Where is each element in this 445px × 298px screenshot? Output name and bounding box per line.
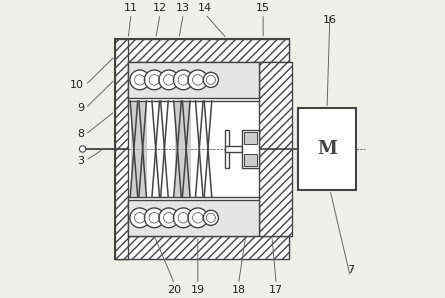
Circle shape — [144, 70, 164, 90]
Text: 9: 9 — [77, 103, 84, 113]
Bar — [131, 101, 147, 197]
Text: M: M — [317, 140, 337, 158]
Circle shape — [203, 210, 218, 225]
Bar — [128, 62, 259, 98]
Bar — [259, 62, 292, 236]
Circle shape — [159, 208, 178, 228]
Bar — [242, 130, 259, 168]
Bar — [226, 130, 229, 168]
Bar — [115, 236, 289, 259]
Text: 16: 16 — [323, 15, 337, 25]
Circle shape — [130, 70, 150, 90]
Text: 19: 19 — [191, 285, 205, 296]
Text: 3: 3 — [77, 156, 84, 166]
Text: 13: 13 — [176, 2, 190, 13]
Text: 11: 11 — [124, 2, 138, 13]
Text: 12: 12 — [153, 2, 167, 13]
Circle shape — [188, 70, 208, 90]
Bar — [174, 101, 190, 197]
Bar — [115, 39, 289, 259]
Circle shape — [203, 72, 218, 87]
Text: 15: 15 — [256, 2, 270, 13]
Circle shape — [174, 70, 193, 90]
Bar — [244, 154, 257, 166]
Circle shape — [130, 208, 150, 228]
Bar — [244, 132, 257, 144]
Text: 7: 7 — [347, 265, 354, 275]
Circle shape — [159, 70, 178, 90]
Bar — [115, 39, 128, 259]
Circle shape — [188, 208, 208, 228]
Circle shape — [79, 146, 86, 152]
Text: 18: 18 — [231, 285, 246, 296]
Text: 8: 8 — [77, 130, 84, 139]
Bar — [298, 108, 356, 190]
Bar — [115, 39, 289, 62]
Bar — [225, 145, 242, 153]
Text: 20: 20 — [167, 285, 182, 296]
Text: 14: 14 — [198, 2, 212, 13]
Text: 10: 10 — [70, 80, 84, 90]
Circle shape — [174, 208, 193, 228]
Text: 17: 17 — [269, 285, 283, 296]
Circle shape — [144, 208, 164, 228]
Bar — [128, 200, 259, 236]
